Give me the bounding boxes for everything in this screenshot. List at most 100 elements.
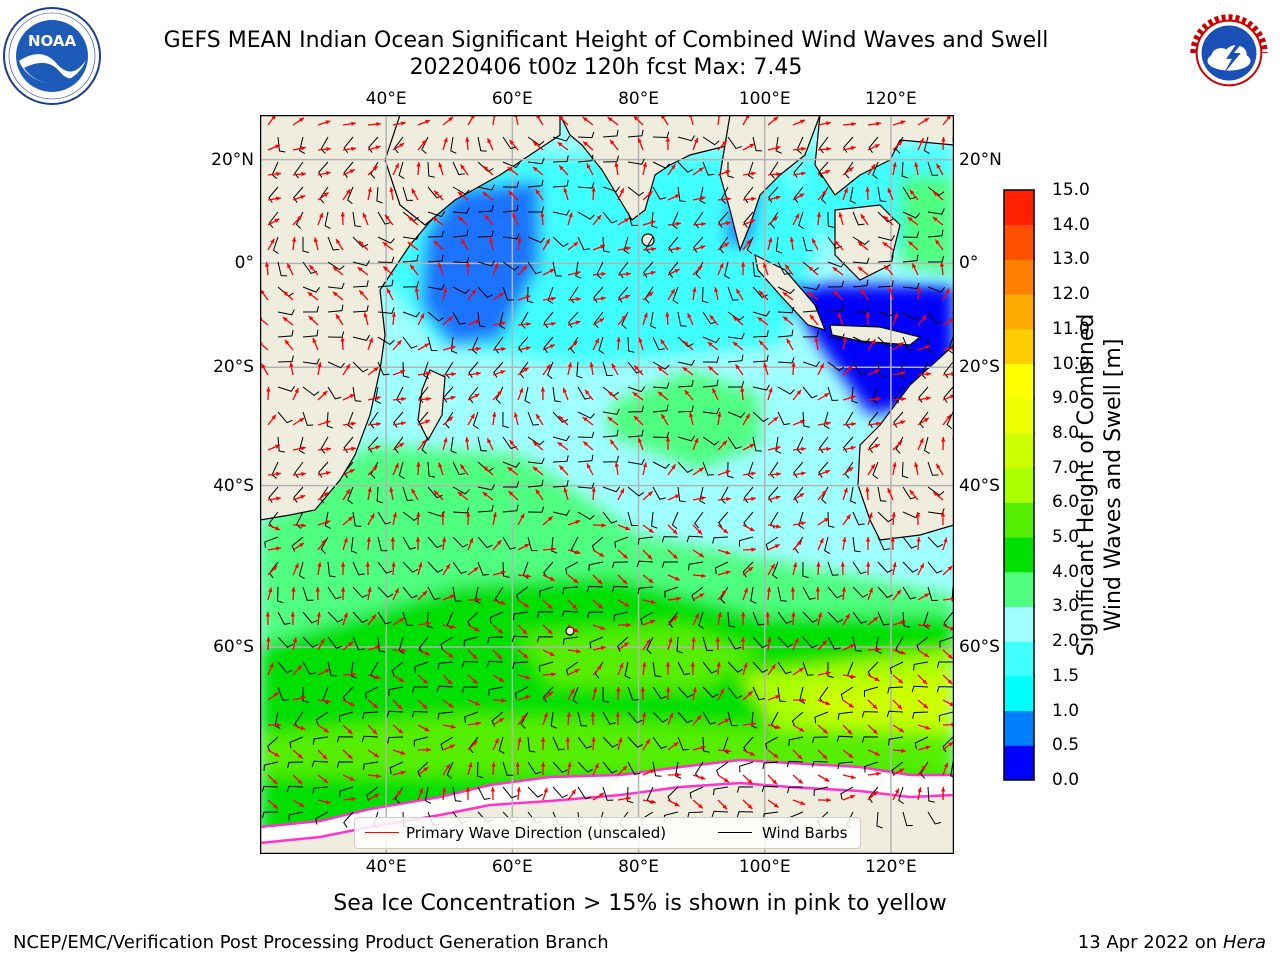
- wave-direction-arrowhead: [694, 137, 699, 143]
- wind-barb: [652, 161, 670, 169]
- wind-barb: [775, 436, 782, 454]
- wave-direction-arrowhead: [789, 237, 795, 242]
- wave-direction-arrowhead: [442, 287, 448, 293]
- wind-barb: [852, 279, 869, 288]
- wave-direction-arrowhead: [926, 623, 931, 628]
- wave-direction-arrowhead: [325, 420, 331, 425]
- wave-direction-arrowhead: [841, 587, 847, 592]
- wind-barb: [502, 181, 520, 188]
- wave-direction-arrowhead: [923, 417, 929, 423]
- wave-direction-arrowhead: [547, 516, 553, 521]
- wave-direction-arrowhead: [672, 529, 678, 535]
- wave-direction-arrowhead: [645, 639, 651, 645]
- wave-direction-arrowhead: [343, 612, 348, 618]
- wind-barb: [661, 561, 679, 568]
- wind-barb: [627, 129, 644, 138]
- wave-direction-arrowhead: [300, 195, 306, 200]
- wave-direction-arrowhead: [275, 444, 281, 449]
- wave-direction-arrowhead: [624, 218, 630, 223]
- wind-barb: [272, 236, 279, 255]
- wind-barb: [402, 233, 420, 240]
- wave-direction-arrowhead: [782, 292, 788, 297]
- wave-direction-arrowhead: [547, 629, 553, 634]
- wave-direction-arrowhead: [896, 589, 902, 595]
- wave-direction-arrowhead: [614, 162, 619, 167]
- wind-barb: [552, 786, 568, 799]
- wave-direction-arrowhead: [939, 262, 945, 267]
- wind-barb: [322, 686, 329, 705]
- wind-barb: [802, 361, 821, 368]
- wind-barb: [588, 561, 604, 571]
- wind-barb: [467, 611, 479, 628]
- wind-barb: [927, 561, 943, 574]
- wave-direction-arrowhead: [773, 753, 779, 759]
- wave-direction-arrowhead: [868, 512, 873, 518]
- wave-direction-arrowhead: [349, 469, 355, 474]
- wave-direction-arrowhead: [601, 271, 606, 277]
- wind-barb: [527, 786, 544, 798]
- wave-direction-arrowhead: [657, 391, 663, 397]
- wave-direction-arrowhead: [725, 570, 731, 575]
- wave-direction-arrowhead: [500, 600, 506, 605]
- wind-barb: [667, 786, 679, 803]
- wave-direction-arrowhead: [500, 570, 506, 575]
- wave-direction-arrowhead: [632, 392, 638, 397]
- wave-direction-arrowhead: [349, 169, 355, 174]
- wave-direction-arrowhead: [487, 438, 492, 444]
- wind-barb: [352, 211, 361, 228]
- wind-barb: [277, 636, 294, 648]
- wave-direction-arrowhead: [665, 662, 671, 667]
- wave-direction-arrowhead: [501, 698, 506, 703]
- colorbar-segment: [1004, 432, 1034, 469]
- wave-direction-arrowhead: [426, 396, 431, 402]
- colorbar-tick-label: 1.0: [1052, 700, 1080, 721]
- wind-barb: [652, 382, 670, 389]
- wind-barb: [527, 479, 544, 488]
- wind-barb: [895, 436, 904, 454]
- wind-barb: [927, 161, 939, 176]
- wave-direction-arrowhead: [524, 543, 530, 548]
- wave-direction-arrowhead: [372, 465, 378, 471]
- wave-direction-arrowhead: [443, 137, 448, 143]
- wave-direction-arrowhead: [914, 162, 919, 168]
- wind-barb: [602, 486, 621, 493]
- wind-barb: [602, 186, 621, 193]
- wave-direction-arrowhead: [876, 396, 881, 401]
- wind-barb: [315, 711, 329, 726]
- wave-direction-arrowhead: [888, 287, 893, 293]
- wave-direction-arrowhead: [421, 439, 427, 445]
- wave-direction-arrowhead: [449, 594, 455, 599]
- wave-direction-arrowhead: [472, 654, 478, 660]
- wind-barb: [739, 761, 754, 773]
- wave-direction-arrowhead: [371, 614, 376, 620]
- wave-direction-arrowhead: [838, 212, 843, 218]
- wind-barb: [901, 461, 909, 479]
- wave-direction-arrowhead: [275, 526, 281, 531]
- wind-barb: [727, 636, 742, 650]
- wave-direction-arrowhead: [897, 440, 903, 446]
- wind-barb: [347, 411, 354, 430]
- wave-direction-arrowhead: [847, 366, 853, 371]
- wave-direction-arrowhead: [826, 446, 831, 452]
- colorbar-tick-label: 6.0: [1052, 492, 1080, 513]
- wave-direction-arrowhead: [665, 312, 670, 317]
- wave-direction-arrowhead: [383, 266, 389, 271]
- wave-direction-arrowhead: [269, 663, 274, 668]
- wind-barb: [902, 536, 918, 549]
- wave-direction-arrowhead: [260, 289, 265, 295]
- wave-direction-arrowhead: [265, 612, 271, 617]
- wave-direction-arrowhead: [300, 446, 306, 451]
- wave-direction-arrowhead: [300, 725, 306, 730]
- wind-barb: [752, 686, 765, 701]
- wave-direction-arrowhead: [345, 489, 351, 495]
- wind-barb: [352, 636, 365, 651]
- wave-direction-arrowhead: [589, 362, 594, 367]
- wave-direction-arrowhead: [297, 215, 302, 221]
- wind-barb: [577, 711, 588, 727]
- wave-direction-arrowhead: [575, 520, 581, 525]
- wave-direction-arrowhead: [857, 241, 863, 247]
- wind-barb: [827, 661, 834, 679]
- wave-direction-arrowhead: [735, 364, 740, 370]
- wind-barb: [627, 711, 643, 724]
- wave-direction-arrowhead: [660, 339, 665, 345]
